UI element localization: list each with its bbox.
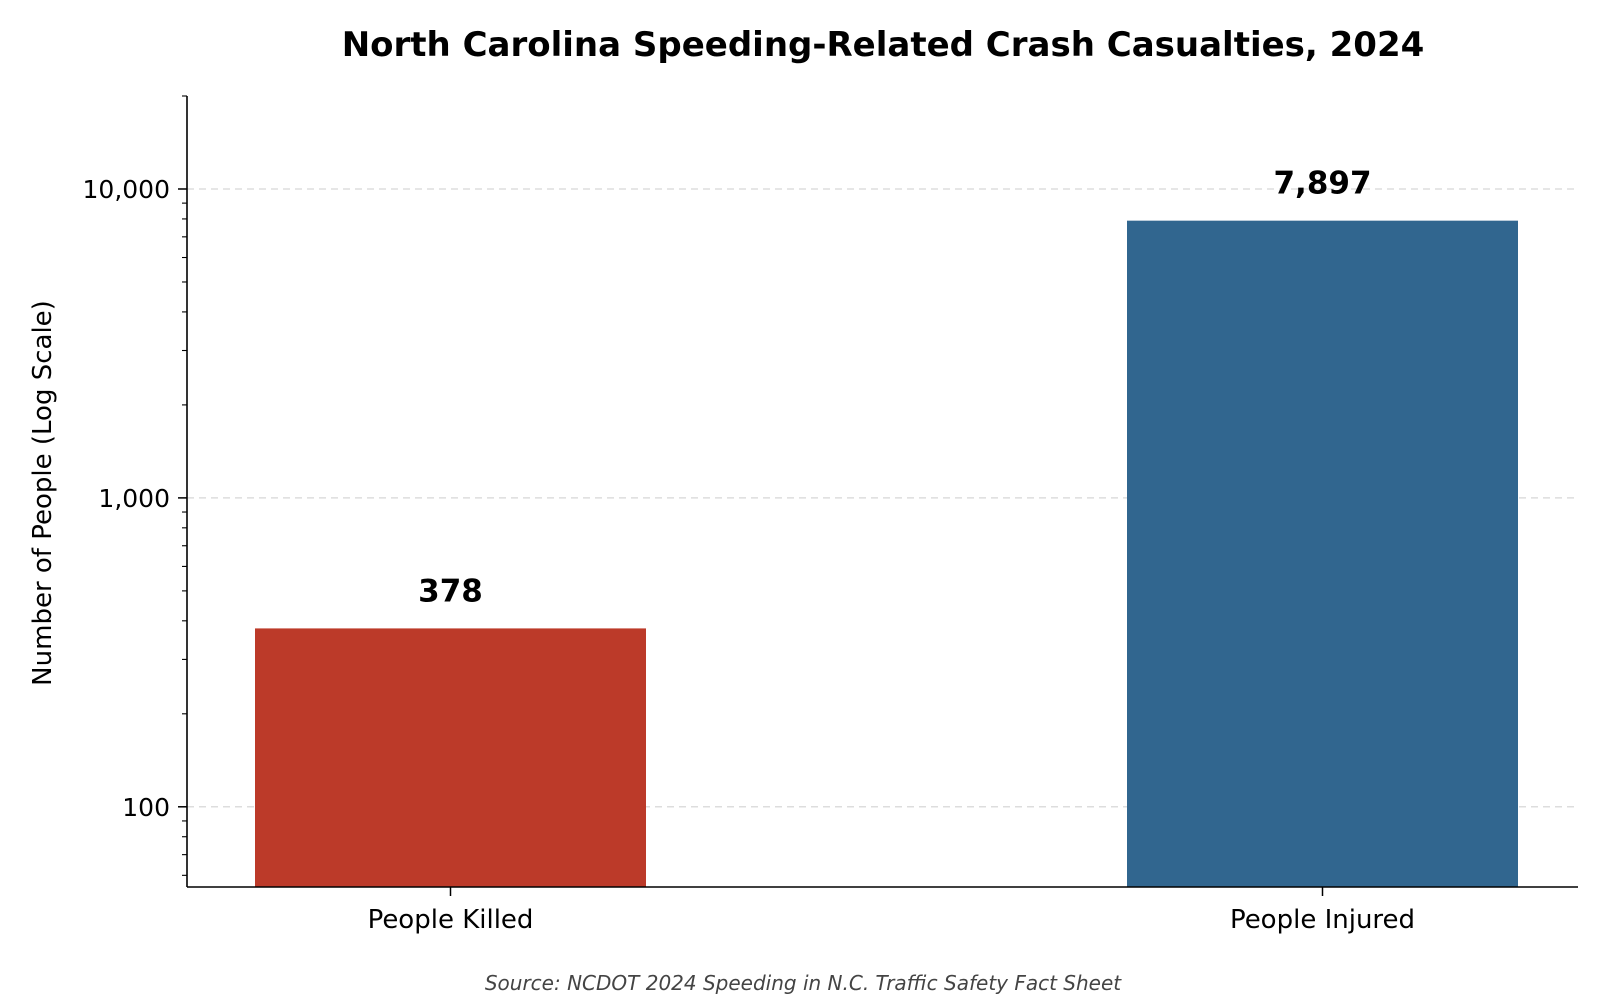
- labels: 378 People Killed 7,897 People Injured 100 1,…: [83, 166, 1416, 935]
- x-tick-label-people-injured: People Injured: [1230, 905, 1415, 935]
- x-tick-label-people-killed: People Killed: [368, 905, 534, 935]
- bars: [255, 220, 1518, 887]
- chart-title: North Carolina Speeding-Related Crash Ca…: [342, 25, 1425, 65]
- axes: [178, 95, 1578, 896]
- bar-people-killed: [255, 628, 646, 887]
- y-tick-label: 100: [122, 793, 170, 822]
- data-label-people-injured: 7,897: [1273, 166, 1371, 202]
- y-axis-label: Number of People (Log Scale): [28, 300, 58, 686]
- y-tick-label: 1,000: [98, 484, 170, 513]
- source-note: Source: NCDOT 2024 Speeding in N.C. Traf…: [485, 971, 1122, 995]
- y-tick-label: 10,000: [83, 175, 170, 204]
- data-label-people-killed: 378: [418, 573, 483, 609]
- bar-people-injured: [1127, 220, 1518, 887]
